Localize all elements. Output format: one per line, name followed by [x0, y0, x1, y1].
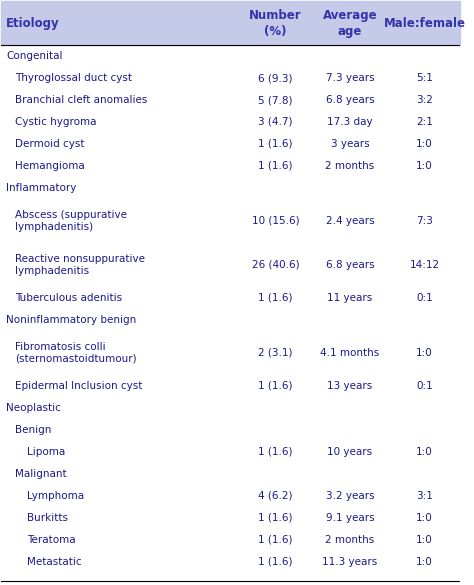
Text: 7:3: 7:3	[416, 216, 433, 226]
Text: 11 years: 11 years	[328, 293, 373, 303]
Text: 3:1: 3:1	[416, 491, 433, 501]
Text: 2 months: 2 months	[325, 535, 374, 545]
Text: Cystic hygroma: Cystic hygroma	[15, 117, 97, 127]
Text: Dermoid cyst: Dermoid cyst	[15, 139, 85, 149]
Text: 13 years: 13 years	[328, 381, 373, 391]
Text: Lymphoma: Lymphoma	[27, 491, 84, 501]
Text: 2 months: 2 months	[325, 161, 374, 171]
Text: 6.8 years: 6.8 years	[326, 260, 374, 270]
Text: Epidermal Inclusion cyst: Epidermal Inclusion cyst	[15, 381, 143, 391]
Text: 4 (6.2): 4 (6.2)	[258, 491, 293, 501]
Text: Teratoma: Teratoma	[27, 535, 75, 545]
Text: 1:0: 1:0	[416, 348, 433, 358]
Text: Neoplastic: Neoplastic	[6, 402, 61, 413]
Text: 1 (1.6): 1 (1.6)	[258, 139, 293, 149]
Text: 1:0: 1:0	[416, 447, 433, 457]
Text: Branchial cleft anomalies: Branchial cleft anomalies	[15, 95, 147, 105]
Text: Burkitts: Burkitts	[27, 512, 68, 522]
Text: 6.8 years: 6.8 years	[326, 95, 374, 105]
Text: 0:1: 0:1	[416, 293, 433, 303]
Text: 1 (1.6): 1 (1.6)	[258, 557, 293, 567]
Text: Inflammatory: Inflammatory	[6, 183, 76, 193]
Text: 1:0: 1:0	[416, 139, 433, 149]
Text: 1:0: 1:0	[416, 535, 433, 545]
Text: 3.2 years: 3.2 years	[326, 491, 374, 501]
Text: 10 years: 10 years	[328, 447, 373, 457]
Text: 1 (1.6): 1 (1.6)	[258, 293, 293, 303]
Text: Number
(%): Number (%)	[249, 9, 302, 37]
Text: 1 (1.6): 1 (1.6)	[258, 512, 293, 522]
Text: 0:1: 0:1	[416, 381, 433, 391]
Text: 5 (7.8): 5 (7.8)	[258, 95, 293, 105]
Text: Metastatic: Metastatic	[27, 557, 81, 567]
Text: 1 (1.6): 1 (1.6)	[258, 535, 293, 545]
Text: 6 (9.3): 6 (9.3)	[258, 73, 293, 83]
Text: Etiology: Etiology	[6, 17, 60, 30]
Text: 5:1: 5:1	[416, 73, 433, 83]
Text: Tuberculous adenitis: Tuberculous adenitis	[15, 293, 122, 303]
Text: Congenital: Congenital	[6, 51, 63, 61]
Text: 10 (15.6): 10 (15.6)	[252, 216, 299, 226]
Text: 1:0: 1:0	[416, 512, 433, 522]
Text: 26 (40.6): 26 (40.6)	[252, 260, 299, 270]
Text: Thyroglossal duct cyst: Thyroglossal duct cyst	[15, 73, 132, 83]
Text: 4.1 months: 4.1 months	[320, 348, 380, 358]
Text: 9.1 years: 9.1 years	[326, 512, 374, 522]
Text: 14:12: 14:12	[410, 260, 439, 270]
Text: 17.3 day: 17.3 day	[327, 117, 373, 127]
Text: 11.3 years: 11.3 years	[322, 557, 378, 567]
Text: 1 (1.6): 1 (1.6)	[258, 381, 293, 391]
Text: Benign: Benign	[15, 425, 52, 435]
Text: Fibromatosis colli
(sternomastoidtumour): Fibromatosis colli (sternomastoidtumour)	[15, 342, 137, 364]
Text: 1 (1.6): 1 (1.6)	[258, 161, 293, 171]
Bar	[1, 1, 460, 45]
Text: 3 (4.7): 3 (4.7)	[258, 117, 293, 127]
Text: Malignant: Malignant	[15, 469, 67, 479]
Text: Average
age: Average age	[323, 9, 377, 37]
Text: 2.4 years: 2.4 years	[326, 216, 374, 226]
Text: Reactive nonsuppurative
lymphadenitis: Reactive nonsuppurative lymphadenitis	[15, 254, 145, 276]
Text: 1 (1.6): 1 (1.6)	[258, 447, 293, 457]
Text: 7.3 years: 7.3 years	[326, 73, 374, 83]
Text: Hemangioma: Hemangioma	[15, 161, 85, 171]
Text: Abscess (suppurative
lymphadenitis): Abscess (suppurative lymphadenitis)	[15, 210, 127, 232]
Text: 3 years: 3 years	[331, 139, 369, 149]
Text: 2 (3.1): 2 (3.1)	[258, 348, 293, 358]
Text: Noninflammatory benign: Noninflammatory benign	[6, 315, 136, 325]
Text: 1:0: 1:0	[416, 557, 433, 567]
Text: Lipoma: Lipoma	[27, 447, 65, 457]
Text: 3:2: 3:2	[416, 95, 433, 105]
Text: Male:female: Male:female	[383, 17, 465, 30]
Text: 1:0: 1:0	[416, 161, 433, 171]
Text: 2:1: 2:1	[416, 117, 433, 127]
